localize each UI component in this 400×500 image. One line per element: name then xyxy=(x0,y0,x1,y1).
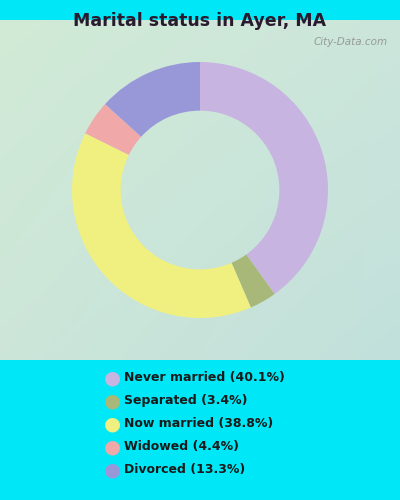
Text: Separated (3.4%): Separated (3.4%) xyxy=(124,394,248,407)
Wedge shape xyxy=(72,134,251,318)
Text: ●: ● xyxy=(104,414,120,433)
Text: ●: ● xyxy=(104,368,120,387)
Text: Never married (40.1%): Never married (40.1%) xyxy=(124,371,285,384)
Wedge shape xyxy=(200,62,328,294)
Wedge shape xyxy=(232,254,274,308)
Text: Marital status in Ayer, MA: Marital status in Ayer, MA xyxy=(74,12,326,30)
Text: ●: ● xyxy=(104,391,120,410)
Text: City-Data.com: City-Data.com xyxy=(314,37,388,47)
Text: ●: ● xyxy=(104,460,120,479)
Wedge shape xyxy=(105,62,200,137)
Text: Now married (38.8%): Now married (38.8%) xyxy=(124,417,273,430)
Text: Widowed (4.4%): Widowed (4.4%) xyxy=(124,440,239,453)
Text: ●: ● xyxy=(104,437,120,456)
Text: Divorced (13.3%): Divorced (13.3%) xyxy=(124,463,245,476)
Wedge shape xyxy=(85,104,141,155)
